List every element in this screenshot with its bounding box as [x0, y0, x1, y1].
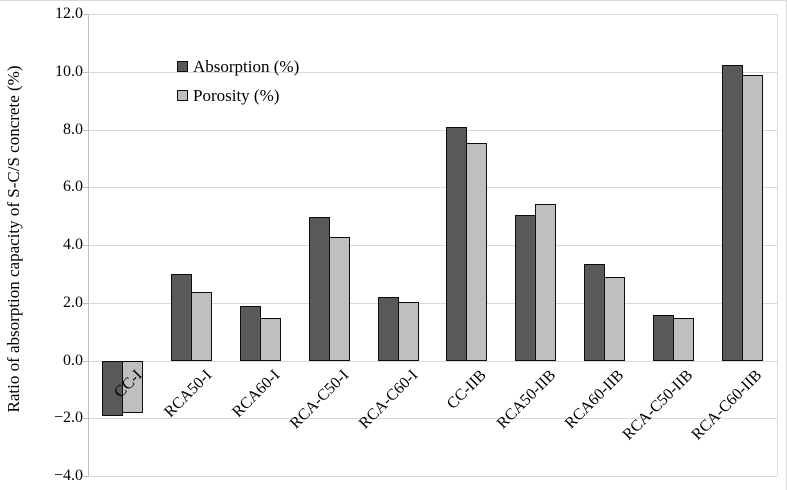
bar-absorption — [171, 274, 192, 361]
y-axis-tick — [83, 303, 89, 304]
bar-porosity — [673, 318, 694, 361]
bar-porosity — [122, 361, 143, 413]
bar-porosity — [398, 302, 419, 361]
category-label: RCA60-IIB — [562, 366, 628, 433]
y-axis-tick — [83, 418, 89, 419]
legend-item: Porosity (%) — [177, 84, 299, 107]
bar-porosity — [191, 292, 212, 361]
gridline — [89, 14, 777, 15]
y-axis-tick — [83, 187, 89, 188]
gridline — [89, 72, 777, 73]
y-tick-label: 4.0 — [63, 236, 83, 253]
gridline — [89, 303, 777, 304]
y-axis-tick — [83, 72, 89, 73]
y-axis-tick — [83, 130, 89, 131]
category-label: CC-IIB — [444, 366, 491, 413]
bar-absorption — [515, 215, 536, 361]
legend-swatch-icon — [177, 61, 188, 72]
bar-absorption — [653, 315, 674, 361]
gridline — [89, 187, 777, 188]
y-tick-label: −4.0 — [53, 467, 83, 484]
bar-absorption — [722, 65, 743, 361]
gridline — [89, 476, 777, 477]
legend-item: Absorption (%) — [177, 55, 299, 78]
bar-absorption — [240, 306, 261, 361]
gridline — [89, 130, 777, 131]
y-axis-tick — [83, 361, 89, 362]
legend-swatch-icon — [177, 90, 188, 101]
gridline — [89, 418, 777, 419]
y-tick-label: 12.0 — [55, 5, 83, 22]
bar-porosity — [604, 277, 625, 361]
bar-porosity — [466, 143, 487, 361]
bar-porosity — [329, 237, 350, 361]
bar-absorption — [446, 127, 467, 361]
category-label: RCA-C50-IIB — [619, 366, 697, 444]
y-axis-tick — [83, 14, 89, 15]
gridline — [89, 361, 777, 362]
y-axis-tick — [83, 476, 89, 477]
bar-absorption — [584, 264, 605, 361]
y-axis-title: Ratio of absorption capacity of S-C/S co… — [4, 65, 23, 413]
y-axis-tick — [83, 245, 89, 246]
category-label: RCA-C60-IIB — [688, 366, 766, 444]
y-tick-label: 6.0 — [63, 178, 83, 195]
y-tick-label: −2.0 — [53, 409, 83, 426]
y-tick-label: 8.0 — [63, 121, 83, 138]
bar-porosity — [535, 204, 556, 361]
category-label: RCA50-I — [160, 366, 215, 421]
category-label: RCA-C50-I — [287, 366, 353, 433]
legend-label: Absorption (%) — [193, 56, 300, 76]
category-label: RCA-C60-I — [355, 366, 422, 433]
gridline — [89, 245, 777, 246]
category-label: RCA50-IIB — [493, 366, 559, 433]
y-tick-label: 10.0 — [55, 63, 83, 80]
category-label: RCA60-I — [229, 366, 284, 421]
bar-porosity — [260, 318, 281, 361]
bar-absorption — [309, 217, 330, 361]
bar-porosity — [742, 75, 763, 361]
y-tick-label: 2.0 — [63, 294, 83, 311]
bar-absorption — [378, 297, 399, 361]
plot-border-right — [777, 14, 778, 476]
y-axis-line — [88, 14, 89, 476]
legend-label: Porosity (%) — [193, 85, 280, 105]
legend: Absorption (%) Porosity (%) — [177, 55, 299, 107]
y-tick-label: 0.0 — [63, 352, 83, 369]
